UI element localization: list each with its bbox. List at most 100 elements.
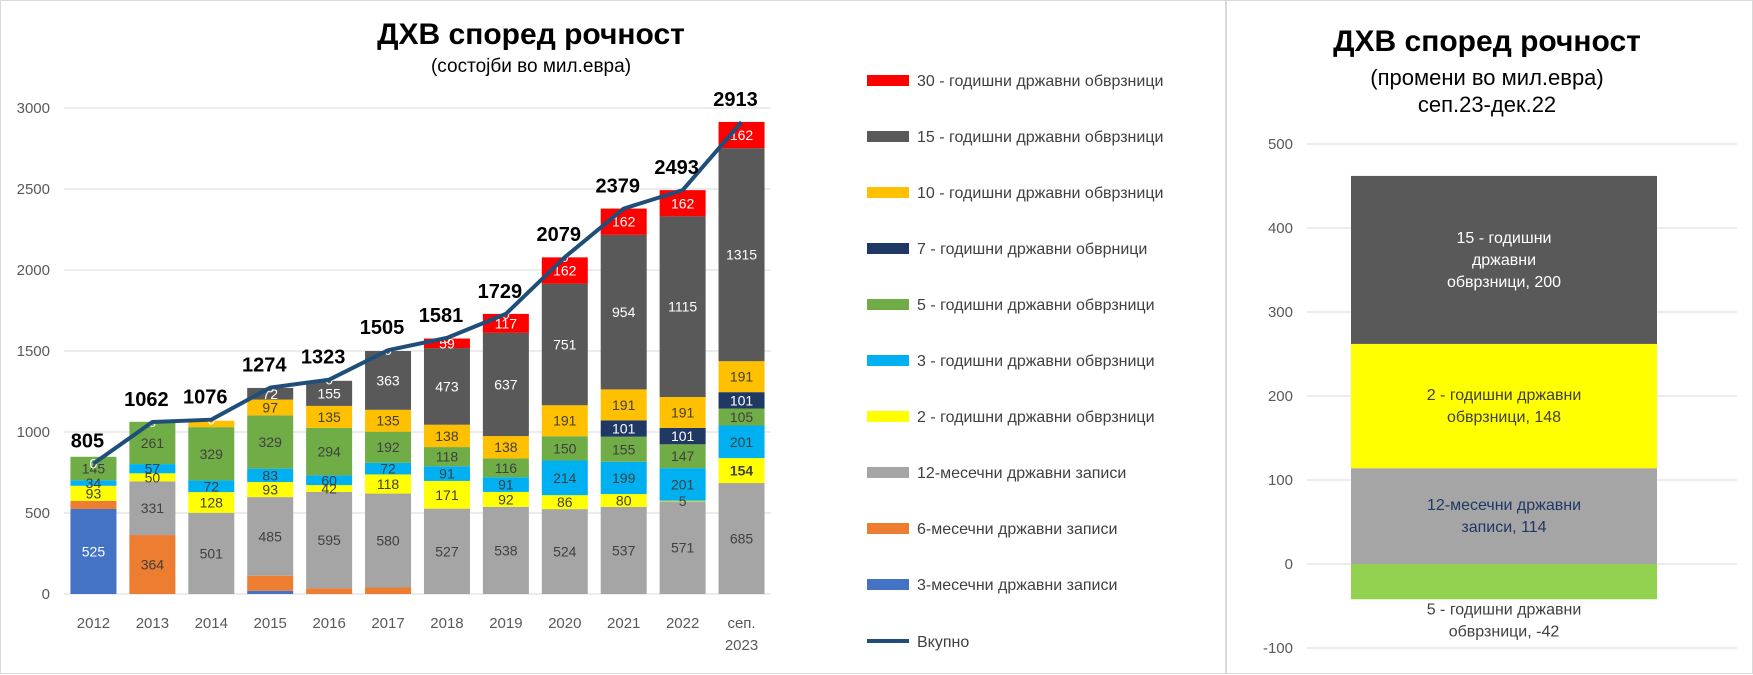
data-label: 363 — [376, 372, 400, 388]
total-label: 2379 — [595, 176, 640, 198]
bar-segment — [70, 456, 117, 481]
legend-swatch — [867, 467, 909, 478]
total-label: 1062 — [124, 389, 169, 411]
data-label: 524 — [553, 544, 577, 560]
data-label: 15 - годишни — [1457, 230, 1552, 247]
bar-segment — [482, 491, 529, 507]
data-label: 191 — [730, 369, 754, 385]
data-label: 60 — [321, 472, 337, 488]
data-label: 57 — [145, 461, 161, 477]
data-label: 5 - годишни државни — [1427, 601, 1582, 618]
y-tick-label: 500 — [25, 505, 50, 522]
bar-segment — [365, 409, 412, 432]
x-tick-label: 2015 — [254, 615, 287, 632]
x-tick-label: 2021 — [607, 615, 640, 632]
bar-segment — [718, 392, 765, 409]
bar-segment — [247, 399, 294, 416]
bar-segment — [541, 283, 588, 406]
data-label: 595 — [317, 532, 341, 548]
bar-segment — [659, 500, 706, 502]
bar-segment — [600, 420, 647, 437]
legend-label: 2 - годишни државни обврзници — [917, 409, 1155, 426]
bar-segment — [70, 485, 117, 501]
bar-segment — [423, 338, 470, 349]
bar-segment — [718, 121, 765, 149]
changes-chart-period: сеп.23-дек.22 — [1418, 92, 1556, 117]
bar-segment — [659, 397, 706, 428]
data-label: 201 — [671, 476, 695, 492]
data-label: 954 — [612, 304, 636, 320]
data-label: 580 — [376, 533, 400, 549]
bar-segment — [365, 493, 412, 588]
changes-chart-subtitle: (промени во мил.евра) — [1370, 65, 1604, 90]
y-tick-label: 0 — [1285, 556, 1293, 573]
bar-segment — [188, 427, 235, 481]
total-label: 2913 — [713, 89, 758, 111]
data-label: државни — [1472, 252, 1536, 269]
bar-segment — [600, 461, 647, 495]
data-label: 42 — [321, 481, 337, 497]
data-label: 12-месечни државни — [1427, 497, 1581, 514]
data-label: 93 — [86, 485, 102, 501]
y-tick-label: 1500 — [17, 343, 50, 360]
bar-segment — [129, 464, 176, 474]
total-label: 805 — [71, 431, 104, 453]
data-label: 191 — [612, 397, 636, 413]
bar-segment — [482, 436, 529, 459]
bar-segment — [306, 491, 353, 589]
data-label: 91 — [498, 477, 514, 493]
bar-segment — [365, 474, 412, 494]
changes-chart-title: ДХВ според рочност — [1333, 25, 1641, 58]
bar-segment — [600, 507, 647, 594]
data-label: 145 — [82, 461, 106, 477]
bar-segment — [247, 497, 294, 576]
data-label: 91 — [439, 466, 455, 482]
bar-segment — [306, 475, 353, 486]
y-tick-label: 3000 — [17, 100, 50, 117]
data-label: 501 — [200, 545, 224, 561]
bar-segment — [659, 444, 706, 469]
x-tick-label: 2012 — [77, 615, 110, 632]
legend-swatch — [867, 355, 909, 366]
data-label: 93 — [262, 482, 278, 498]
bar-segment — [306, 405, 353, 428]
bar-segment — [423, 424, 470, 448]
bar-segment — [247, 468, 294, 483]
data-label: 1315 — [726, 247, 757, 263]
data-label: 364 — [141, 557, 165, 573]
data-label: 261 — [141, 435, 165, 451]
bar-segment — [1351, 564, 1657, 600]
data-label: обврзници, 148 — [1447, 409, 1561, 426]
bar-segment — [70, 480, 117, 486]
data-label: 101 — [612, 421, 636, 437]
data-label: 138 — [494, 439, 518, 455]
bar-segment — [365, 351, 412, 410]
data-label: 92 — [498, 491, 514, 507]
bar-segment — [306, 485, 353, 492]
x-tick-label: 2013 — [136, 615, 169, 632]
bar-segment — [718, 148, 765, 362]
legend-label: Вкупно — [917, 634, 969, 651]
bar-segment — [423, 480, 470, 509]
legend-swatch — [867, 243, 909, 254]
bar-segment — [659, 501, 706, 594]
bar-segment — [70, 500, 117, 509]
data-label: 473 — [435, 378, 459, 394]
data-label: обврзници, 200 — [1447, 274, 1561, 291]
x-tick-label: сеп. — [727, 615, 755, 632]
bar-segment — [365, 587, 412, 594]
legend-label: 12-месечни државни записи — [917, 465, 1126, 482]
total-line — [92, 120, 744, 466]
total-label: 1076 — [183, 387, 228, 409]
total-label: 2493 — [654, 157, 699, 179]
x-tick-label: 2018 — [430, 615, 463, 632]
total-label: 2079 — [537, 224, 582, 246]
y-tick-label: 300 — [1268, 304, 1293, 321]
data-label: 162 — [553, 262, 577, 278]
x-tick-label: 2019 — [489, 615, 522, 632]
bar-segment — [365, 431, 412, 463]
y-tick-label: 1000 — [17, 424, 50, 441]
stacked-bar-chart: ДХВ според рочност (состојби во мил.евра… — [17, 18, 1164, 654]
bar-segment — [541, 460, 588, 496]
bar-segment — [247, 590, 294, 594]
